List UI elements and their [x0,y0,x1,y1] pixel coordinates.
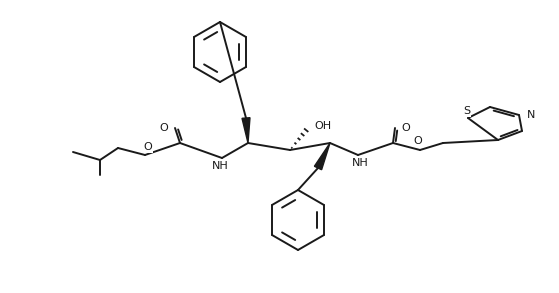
Text: NH: NH [212,161,229,171]
Text: O: O [414,136,423,146]
Text: N: N [527,110,536,120]
Text: O: O [159,123,168,133]
Text: OH: OH [314,121,331,131]
Text: S: S [463,106,471,116]
Text: O: O [144,142,153,152]
Polygon shape [314,143,330,170]
Text: NH: NH [352,158,368,168]
Polygon shape [242,118,250,143]
Text: O: O [401,123,410,133]
